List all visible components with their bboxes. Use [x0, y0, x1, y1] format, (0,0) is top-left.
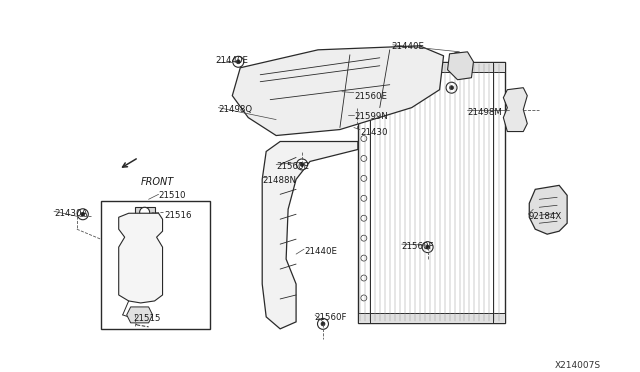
Circle shape: [351, 102, 362, 113]
Bar: [358, 313, 506, 323]
Polygon shape: [529, 185, 567, 234]
Circle shape: [355, 106, 359, 110]
Text: 21510: 21510: [159, 191, 186, 201]
Circle shape: [361, 96, 367, 102]
Circle shape: [426, 245, 429, 249]
Bar: [134, 207, 155, 217]
Circle shape: [77, 209, 88, 220]
Text: 21599N: 21599N: [354, 112, 388, 121]
Circle shape: [236, 60, 240, 64]
Circle shape: [456, 56, 460, 60]
Text: 21488N: 21488N: [262, 176, 296, 185]
Circle shape: [361, 175, 367, 182]
Circle shape: [321, 322, 325, 326]
Circle shape: [233, 56, 244, 67]
Circle shape: [317, 318, 328, 329]
Bar: [358, 62, 506, 323]
Circle shape: [296, 159, 308, 170]
Circle shape: [422, 242, 433, 253]
Circle shape: [361, 195, 367, 201]
Text: 21440E: 21440E: [392, 42, 425, 51]
Circle shape: [361, 255, 367, 261]
Polygon shape: [118, 213, 163, 303]
Text: 21430: 21430: [360, 128, 387, 137]
Text: 21498M: 21498M: [467, 108, 502, 117]
Text: 21560E: 21560E: [354, 92, 387, 101]
Text: 21515: 21515: [134, 314, 161, 323]
Text: FRONT: FRONT: [141, 177, 174, 187]
Text: 21430A: 21430A: [54, 209, 87, 218]
Text: 21560E: 21560E: [276, 163, 309, 171]
Circle shape: [449, 86, 454, 90]
Polygon shape: [262, 141, 358, 329]
Circle shape: [361, 275, 367, 281]
Text: 21516: 21516: [164, 211, 192, 220]
Text: 92184X: 92184X: [528, 212, 561, 221]
Circle shape: [361, 116, 367, 122]
Circle shape: [328, 54, 340, 66]
Circle shape: [452, 52, 463, 63]
Circle shape: [361, 135, 367, 141]
Circle shape: [446, 82, 457, 93]
Circle shape: [402, 48, 418, 64]
Circle shape: [140, 207, 150, 217]
Text: 21440E: 21440E: [216, 56, 248, 65]
Polygon shape: [232, 46, 444, 135]
Text: 21560F: 21560F: [402, 242, 434, 251]
Polygon shape: [127, 307, 152, 323]
Bar: [358, 62, 506, 72]
Circle shape: [361, 235, 367, 241]
Circle shape: [81, 212, 85, 216]
Polygon shape: [447, 52, 474, 80]
Bar: [100, 201, 211, 329]
Circle shape: [300, 163, 304, 166]
Text: X214007S: X214007S: [555, 361, 602, 370]
Circle shape: [361, 155, 367, 161]
Circle shape: [361, 215, 367, 221]
Circle shape: [361, 295, 367, 301]
Polygon shape: [503, 88, 527, 132]
Text: 21498Q: 21498Q: [218, 105, 253, 113]
Text: 21440E: 21440E: [304, 247, 337, 256]
Circle shape: [361, 76, 367, 82]
Text: 21560F: 21560F: [314, 313, 346, 322]
